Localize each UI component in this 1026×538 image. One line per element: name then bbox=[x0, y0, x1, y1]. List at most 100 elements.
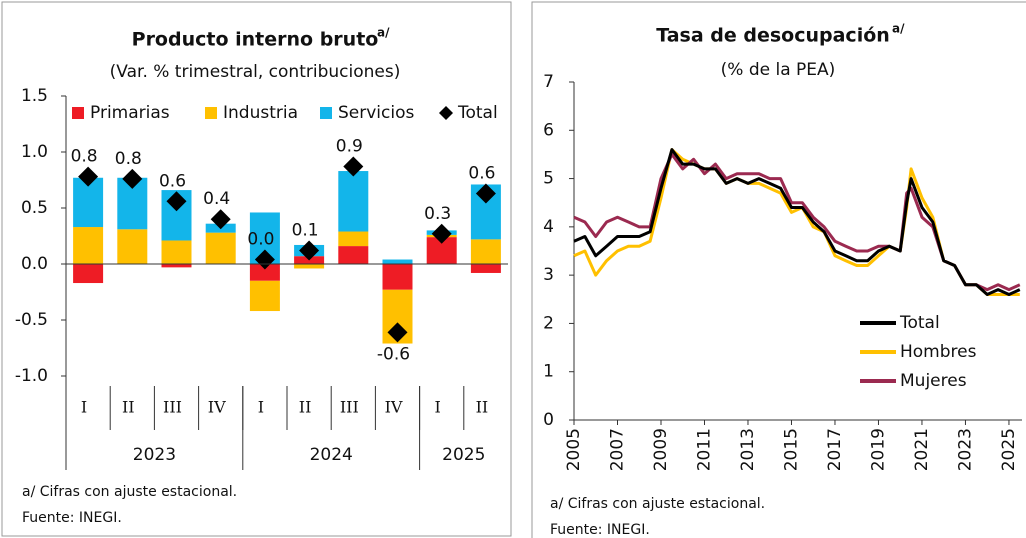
bar-segment bbox=[249, 264, 280, 281]
legend-swatch bbox=[205, 107, 217, 119]
value-label: 0.3 bbox=[424, 204, 451, 224]
title-note: a/ bbox=[377, 26, 390, 40]
legend-label: Industria bbox=[223, 103, 298, 123]
legend-label: Servicios bbox=[338, 103, 414, 123]
total-marker bbox=[431, 223, 452, 244]
x-tick-label: I bbox=[435, 398, 441, 417]
legend-swatch bbox=[320, 107, 332, 119]
bar-segment bbox=[73, 264, 104, 284]
series-line bbox=[573, 148, 1020, 296]
bar-segment bbox=[249, 280, 280, 312]
x-group-label: 2025 bbox=[442, 445, 485, 465]
bar-segment bbox=[117, 229, 148, 264]
chart-title: Tasa de desocupación bbox=[656, 25, 890, 47]
total-marker bbox=[387, 322, 408, 343]
total-marker bbox=[78, 166, 99, 187]
series-line bbox=[573, 152, 1021, 292]
x-tick-label: I bbox=[258, 398, 264, 417]
bar-segment bbox=[161, 264, 192, 268]
x-tick-label: 2023 bbox=[955, 428, 975, 471]
x-tick-label: 2015 bbox=[781, 428, 801, 471]
value-label: 0.8 bbox=[71, 147, 98, 167]
bar-segment bbox=[382, 264, 413, 290]
series-line bbox=[573, 148, 1021, 296]
legend-swatch bbox=[72, 107, 84, 119]
bar-segment bbox=[205, 232, 236, 264]
value-label: 0.9 bbox=[336, 137, 363, 157]
total-marker bbox=[254, 249, 275, 270]
total-marker bbox=[210, 209, 231, 230]
footnote: a/ Cifras con ajuste estacional. bbox=[550, 496, 765, 512]
y-tick-label: 1.5 bbox=[21, 86, 48, 106]
legend-label: Total bbox=[457, 103, 498, 123]
total-marker bbox=[122, 168, 143, 189]
x-tick-label: IV bbox=[208, 398, 226, 417]
value-label: 0.6 bbox=[159, 171, 186, 191]
y-tick-label: 1.0 bbox=[21, 142, 48, 162]
total-marker bbox=[299, 240, 320, 261]
y-tick-label: 5 bbox=[543, 169, 554, 189]
bar-segment bbox=[294, 264, 325, 269]
total-marker bbox=[166, 191, 187, 212]
bar-segment bbox=[338, 171, 369, 232]
x-tick-label: I bbox=[81, 398, 87, 417]
bar-segment bbox=[338, 231, 369, 247]
x-tick-label: 2011 bbox=[694, 428, 714, 471]
x-tick-label: II bbox=[476, 398, 489, 417]
x-tick-label: IV bbox=[385, 398, 403, 417]
y-tick-label: -0.5 bbox=[15, 310, 48, 330]
legend-label: Mujeres bbox=[900, 371, 967, 391]
source: Fuente: INEGI. bbox=[550, 522, 650, 538]
y-tick-label: 7 bbox=[543, 72, 554, 92]
x-group-label: 2024 bbox=[310, 445, 353, 465]
panel-frame bbox=[1, 1, 512, 537]
value-label: 0.0 bbox=[247, 230, 274, 250]
x-tick-label: III bbox=[163, 398, 182, 417]
value-label: -0.6 bbox=[377, 344, 410, 364]
bar-segment bbox=[338, 246, 369, 264]
y-tick-label: 3 bbox=[543, 265, 554, 285]
chart-title: Producto interno bruto bbox=[132, 29, 379, 51]
value-label: 0.1 bbox=[292, 221, 319, 241]
legend-label: Primarias bbox=[90, 103, 170, 123]
x-tick-label: 2009 bbox=[651, 428, 671, 471]
chart-subtitle: (Var. % trimestral, contribuciones) bbox=[110, 62, 401, 82]
x-tick-label: 2017 bbox=[825, 428, 845, 471]
title-note: a/ bbox=[892, 22, 905, 36]
y-tick-label: 0.5 bbox=[21, 198, 48, 218]
x-tick-label: 2021 bbox=[912, 428, 932, 471]
footnote: a/ Cifras con ajuste estacional. bbox=[22, 484, 237, 500]
y-tick-label: 6 bbox=[543, 120, 554, 140]
x-tick-label: III bbox=[340, 398, 359, 417]
legend-label: Total bbox=[899, 313, 940, 333]
legend-label: Hombres bbox=[900, 342, 977, 362]
y-tick-label: 0 bbox=[543, 410, 554, 430]
y-tick-label: 2 bbox=[543, 313, 554, 333]
chart-subtitle: (% de la PEA) bbox=[721, 60, 836, 80]
value-label: 0.4 bbox=[203, 189, 230, 209]
y-tick-label: 0.0 bbox=[21, 254, 48, 274]
x-tick-label: 2013 bbox=[738, 428, 758, 471]
source: Fuente: INEGI. bbox=[22, 510, 122, 526]
bar-segment bbox=[470, 264, 501, 273]
x-tick-label: II bbox=[122, 398, 135, 417]
y-tick-label: 1 bbox=[543, 362, 554, 382]
legend-marker bbox=[439, 106, 453, 120]
x-tick-label: 2019 bbox=[868, 428, 888, 471]
bar-segment bbox=[73, 227, 104, 264]
x-tick-label: II bbox=[299, 398, 312, 417]
panel-frame bbox=[531, 1, 1026, 538]
y-tick-label: 4 bbox=[543, 217, 554, 237]
y-tick-label: -1.0 bbox=[15, 366, 48, 386]
total-marker bbox=[343, 156, 364, 177]
x-tick-label: 2005 bbox=[564, 428, 584, 471]
bar-segment bbox=[382, 259, 413, 264]
x-group-label: 2023 bbox=[133, 445, 176, 465]
bar-segment bbox=[161, 240, 192, 264]
x-tick-label: 2025 bbox=[999, 428, 1019, 471]
total-marker bbox=[475, 183, 496, 204]
value-label: 0.8 bbox=[115, 149, 142, 169]
bar-segment bbox=[470, 239, 501, 264]
value-label: 0.6 bbox=[468, 163, 495, 183]
